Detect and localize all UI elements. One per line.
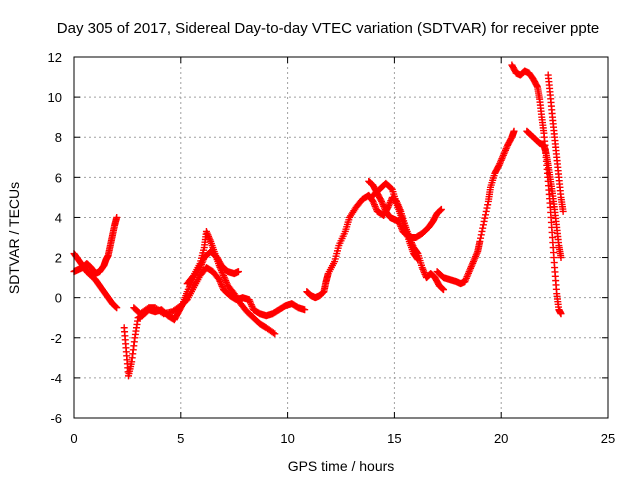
data-point: [480, 217, 488, 225]
x-tick-label: 5: [177, 431, 184, 446]
data-point: [440, 286, 448, 294]
data-point: [482, 211, 490, 219]
data-point: [269, 329, 277, 337]
y-tick-label: -4: [50, 371, 62, 386]
data-point: [413, 255, 421, 263]
data-point: [271, 330, 279, 338]
axis-ticks: 0 5 10 15 20 25 -6 -4 -2 0 2 4 6 8 10 12: [48, 50, 616, 446]
x-tick-label: 20: [494, 431, 508, 446]
y-tick-label: -6: [50, 411, 62, 426]
data-point: [113, 213, 121, 221]
y-tick-label: 10: [48, 90, 62, 105]
y-tick-label: 2: [55, 251, 62, 266]
data-point: [559, 207, 567, 215]
series-arc12: [544, 71, 567, 215]
data-point: [301, 306, 309, 314]
data-point: [234, 268, 242, 276]
data-point: [481, 214, 489, 222]
plot-frame: [73, 56, 609, 419]
y-axis-label: SDTVAR / TECUs: [6, 182, 22, 294]
chart-title: Day 305 of 2017, Sidereal Day-to-day VTE…: [57, 20, 599, 37]
data-point: [437, 205, 445, 213]
x-tick-label: 10: [280, 431, 294, 446]
data-point: [479, 224, 487, 232]
series-arc11: [523, 127, 565, 262]
data-point: [479, 221, 487, 229]
data-point: [478, 227, 486, 235]
y-tick-label: 12: [48, 50, 62, 65]
series-arc2: [70, 213, 121, 278]
y-tick-label: -2: [50, 331, 62, 346]
data-point: [557, 254, 565, 262]
plot-area: [70, 61, 567, 380]
data-point: [557, 310, 565, 318]
data-point: [414, 256, 422, 264]
x-tick-label: 25: [601, 431, 615, 446]
data-point: [510, 127, 518, 135]
data-point: [483, 204, 491, 212]
x-axis-label: GPS time / hours: [288, 458, 395, 474]
data-point: [476, 238, 484, 246]
data-point: [113, 304, 121, 312]
y-tick-label: 4: [55, 210, 62, 225]
data-point: [482, 207, 490, 215]
y-tick-label: 8: [55, 130, 62, 145]
data-point: [477, 231, 485, 239]
series-arc5: [183, 227, 279, 338]
grid: [74, 57, 608, 418]
x-tick-label: 0: [70, 431, 77, 446]
data-point: [484, 201, 492, 209]
y-tick-label: 0: [55, 291, 62, 306]
series-arc9: [433, 127, 518, 288]
series-arc10: [508, 61, 565, 318]
series-arc1: [70, 250, 121, 312]
data-point: [477, 234, 485, 242]
x-tick-label: 15: [387, 431, 401, 446]
y-tick-label: 6: [55, 170, 62, 185]
data-point: [533, 82, 541, 90]
series-arc6: [303, 191, 448, 302]
series-arc8: [369, 179, 422, 264]
series-arc4: [130, 264, 309, 320]
